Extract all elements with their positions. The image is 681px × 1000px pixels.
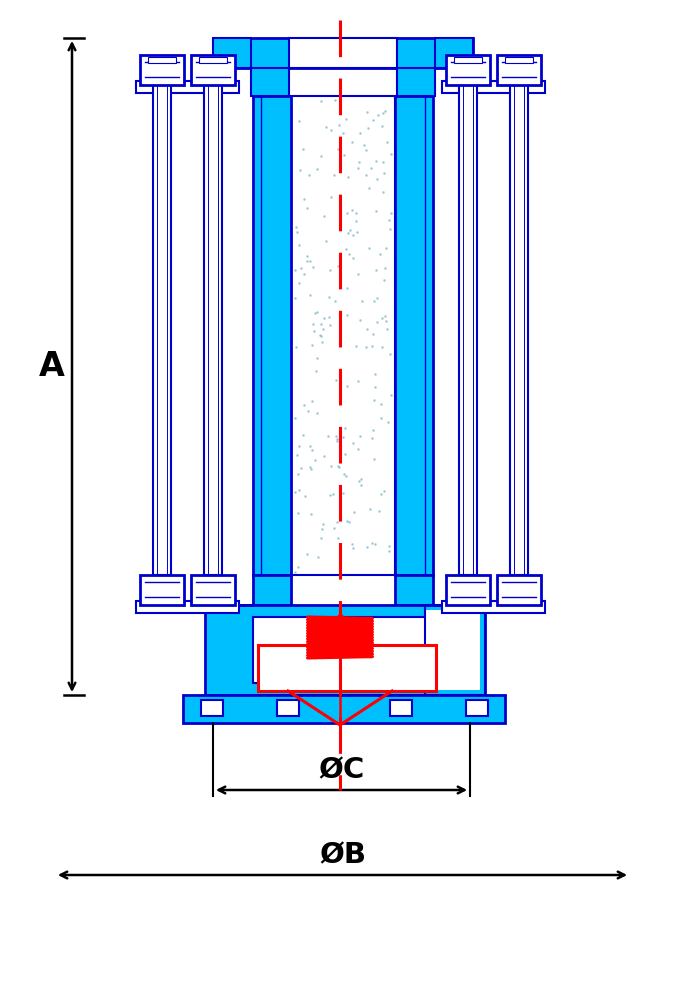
- Bar: [204, 85, 222, 575]
- Bar: [148, 57, 176, 63]
- Bar: [425, 610, 480, 690]
- Bar: [446, 575, 490, 605]
- Bar: [397, 68, 435, 96]
- Bar: [213, 38, 473, 68]
- Bar: [454, 57, 482, 63]
- Bar: [289, 38, 397, 68]
- Bar: [291, 96, 395, 575]
- Bar: [140, 55, 184, 85]
- Bar: [505, 57, 533, 63]
- Text: ØC: ØC: [319, 756, 364, 784]
- Bar: [459, 85, 477, 575]
- Bar: [435, 38, 473, 68]
- Bar: [136, 601, 239, 613]
- Bar: [140, 575, 184, 605]
- Bar: [425, 605, 485, 695]
- Bar: [395, 96, 433, 575]
- Bar: [136, 81, 239, 93]
- Text: ØB: ØB: [319, 841, 366, 869]
- Bar: [510, 85, 528, 575]
- Bar: [497, 55, 541, 85]
- Bar: [277, 700, 299, 716]
- Bar: [199, 57, 227, 63]
- Bar: [205, 605, 485, 695]
- Bar: [251, 68, 289, 96]
- Bar: [153, 85, 171, 575]
- Text: A: A: [39, 350, 65, 383]
- Bar: [253, 96, 291, 575]
- Bar: [442, 81, 545, 93]
- Bar: [497, 575, 541, 605]
- Bar: [201, 700, 223, 716]
- Bar: [442, 601, 545, 613]
- Bar: [253, 617, 437, 683]
- Bar: [390, 700, 412, 716]
- Bar: [395, 575, 433, 605]
- Bar: [253, 575, 291, 605]
- Bar: [191, 575, 235, 605]
- Bar: [446, 55, 490, 85]
- Bar: [466, 700, 488, 716]
- Bar: [183, 695, 505, 723]
- Bar: [258, 645, 436, 691]
- Bar: [191, 55, 235, 85]
- Bar: [213, 38, 251, 68]
